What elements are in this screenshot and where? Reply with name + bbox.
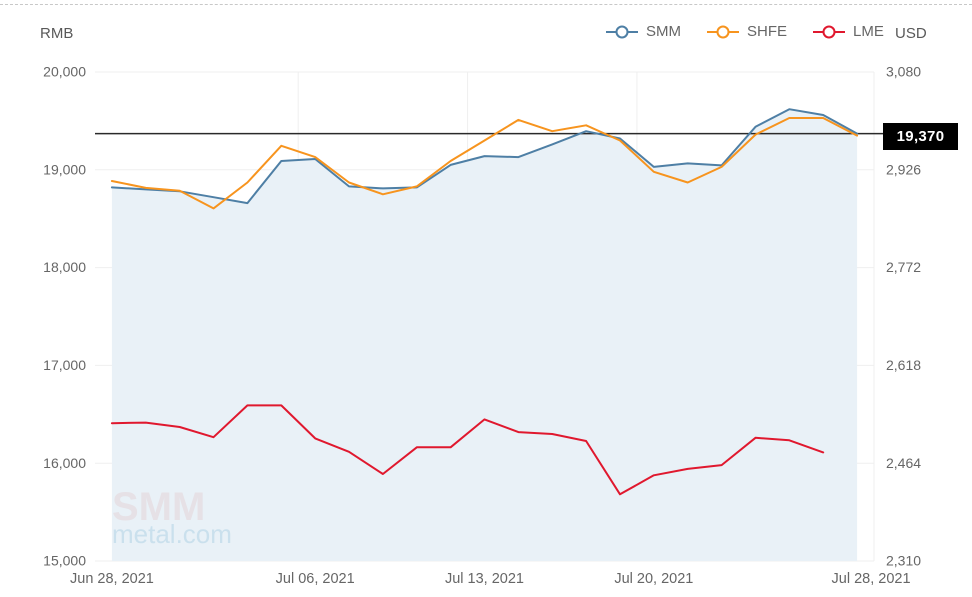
left-axis-unit-label: RMB bbox=[40, 25, 74, 42]
y-axis-tick-left: 15,000 bbox=[43, 553, 86, 569]
y-axis-tick-right: 2,772 bbox=[886, 259, 921, 275]
legend-item-lme[interactable]: LME bbox=[813, 23, 884, 40]
y-axis-tick-left: 17,000 bbox=[43, 357, 86, 373]
legend-label: SMM bbox=[646, 23, 681, 40]
lme-legend-marker-icon bbox=[813, 25, 846, 38]
y-axis-tick-right: 2,926 bbox=[886, 161, 921, 177]
legend: SMM SHFE LME bbox=[606, 23, 884, 40]
legend-label: SHFE bbox=[747, 23, 788, 40]
legend-label: LME bbox=[853, 23, 884, 40]
x-axis-tick: Jul 28, 2021 bbox=[832, 571, 911, 587]
last-value-badge: 19,370 bbox=[883, 123, 958, 150]
y-axis-tick-right: 2,310 bbox=[886, 553, 921, 569]
smm-area-fill bbox=[111, 109, 858, 561]
smm-legend-marker-icon bbox=[606, 25, 638, 38]
y-axis-tick-left: 19,000 bbox=[43, 161, 86, 177]
shfe-line[interactable] bbox=[110, 117, 859, 210]
y-axis-tick-left: 20,000 bbox=[43, 64, 86, 80]
y-axis-tick-right: 2,618 bbox=[886, 357, 921, 373]
watermark-smm-text: SMM bbox=[112, 485, 205, 529]
y-axis-tick-left: 16,000 bbox=[43, 455, 86, 471]
legend-item-smm[interactable]: SMM bbox=[606, 23, 681, 40]
x-axis-tick: Jul 20, 2021 bbox=[614, 571, 693, 587]
x-axis-tick: Jul 06, 2021 bbox=[276, 571, 355, 587]
lme-line[interactable] bbox=[110, 404, 825, 496]
watermark-metalcom-text: metal.com bbox=[112, 519, 232, 549]
y-axis-tick-right: 2,464 bbox=[886, 455, 921, 471]
legend-item-shfe[interactable]: SHFE bbox=[707, 23, 787, 40]
y-axis-tick-left: 18,000 bbox=[43, 259, 86, 275]
x-axis-tick: Jun 28, 2021 bbox=[70, 571, 154, 587]
smm-line[interactable] bbox=[110, 108, 859, 205]
x-axis-tick: Jul 13, 2021 bbox=[445, 571, 524, 587]
top-divider bbox=[0, 4, 972, 5]
y-axis-tick-right: 3,080 bbox=[886, 64, 921, 80]
shfe-legend-marker-icon bbox=[707, 25, 739, 38]
right-axis-unit-label: USD bbox=[895, 25, 927, 42]
